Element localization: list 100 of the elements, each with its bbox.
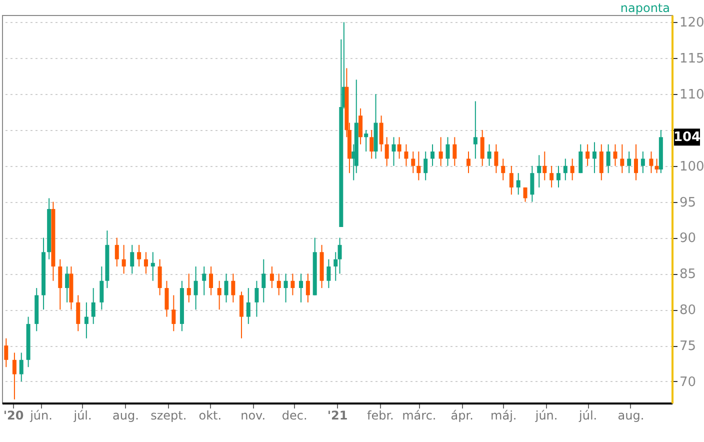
candlestick bbox=[516, 172, 520, 196]
x-tick-label: febr. bbox=[366, 408, 394, 422]
candlestick bbox=[130, 244, 134, 274]
y-tick-label: 100 bbox=[680, 159, 704, 174]
candlestick bbox=[438, 136, 443, 166]
candlestick bbox=[100, 266, 104, 310]
candlestick bbox=[563, 158, 568, 181]
candlestick bbox=[501, 158, 506, 181]
x-tick-label: márc. bbox=[402, 408, 436, 422]
candlestick bbox=[246, 288, 250, 324]
candlestick bbox=[84, 302, 88, 339]
candlestick bbox=[202, 266, 206, 296]
candlestick bbox=[550, 165, 554, 188]
candlestick bbox=[509, 165, 514, 196]
candlestick bbox=[217, 280, 222, 310]
candlestick bbox=[122, 244, 126, 274]
candlestick bbox=[578, 144, 583, 174]
candlestick bbox=[446, 136, 450, 166]
candlestick bbox=[172, 294, 176, 332]
candlestick bbox=[397, 136, 402, 160]
x-tick-label: máj. bbox=[490, 408, 517, 422]
candlestick bbox=[480, 129, 484, 166]
candlestick bbox=[599, 144, 604, 181]
candlestick bbox=[523, 186, 528, 202]
candlestick bbox=[654, 158, 659, 174]
x-tick-label: júl. bbox=[578, 408, 598, 422]
candlestick bbox=[640, 151, 645, 174]
candlestick bbox=[634, 144, 638, 181]
candlestick bbox=[76, 294, 80, 332]
candlestick bbox=[358, 108, 363, 145]
x-tick-label: júl. bbox=[72, 408, 92, 422]
candlestick bbox=[416, 151, 421, 181]
candlestick bbox=[620, 144, 624, 174]
y-tick-label: 115 bbox=[680, 52, 704, 67]
candlestick bbox=[487, 144, 492, 166]
candlestick bbox=[254, 280, 259, 318]
x-tick-label: aug. bbox=[112, 408, 139, 422]
candlestick bbox=[209, 266, 214, 296]
candlestick bbox=[586, 144, 590, 166]
candlestick bbox=[58, 258, 62, 310]
y-tick-label: 110 bbox=[680, 88, 704, 103]
candlestick bbox=[473, 100, 478, 160]
candlestick bbox=[606, 144, 610, 174]
x-tick-label: jún. bbox=[534, 408, 558, 422]
candlestick bbox=[537, 154, 542, 188]
candlestick bbox=[570, 158, 574, 181]
y-tick-label: 120 bbox=[680, 16, 704, 31]
candlestick bbox=[306, 273, 310, 303]
x-tick-label: aug. bbox=[618, 408, 644, 422]
y-tick-label: 95 bbox=[680, 195, 696, 210]
y-tick-label: 75 bbox=[680, 339, 696, 354]
candlestick bbox=[4, 338, 8, 368]
candlestick bbox=[144, 252, 148, 274]
candlestick bbox=[262, 258, 266, 303]
candlestick bbox=[270, 266, 274, 289]
x-tick-label: okt. bbox=[198, 408, 222, 422]
candlestick bbox=[384, 136, 389, 166]
candlestick bbox=[411, 151, 416, 174]
candlestick bbox=[364, 129, 368, 152]
candlestick bbox=[231, 273, 236, 303]
x-tick-label: jún. bbox=[29, 408, 52, 422]
candlestick bbox=[649, 151, 654, 174]
x-tick-label: szept. bbox=[150, 408, 187, 422]
candlestick bbox=[392, 136, 396, 166]
y-tick-label: 90 bbox=[680, 231, 696, 246]
candlestick bbox=[556, 165, 560, 188]
candlestick bbox=[404, 144, 408, 166]
candlestick bbox=[284, 273, 288, 303]
candlestick bbox=[158, 258, 162, 296]
candlestick bbox=[627, 151, 632, 174]
x-tick-label: '21 bbox=[327, 408, 348, 422]
candlestick bbox=[494, 144, 498, 174]
candlestick bbox=[194, 266, 198, 310]
candlestick bbox=[613, 144, 618, 166]
candlestick bbox=[137, 244, 142, 267]
candlestick bbox=[379, 115, 384, 152]
candlestick bbox=[530, 165, 534, 202]
candlestick bbox=[239, 291, 244, 339]
candlestick bbox=[430, 144, 435, 166]
candlestick bbox=[338, 237, 342, 274]
y-tick-label: 85 bbox=[680, 267, 696, 282]
candlestick bbox=[334, 252, 338, 282]
candlestick bbox=[186, 273, 191, 303]
y-tick-label: 70 bbox=[680, 374, 696, 390]
candlestick bbox=[592, 142, 596, 174]
candlestick bbox=[91, 288, 96, 324]
text: naponta bbox=[620, 1, 670, 15]
candlestick bbox=[164, 280, 169, 318]
candlestick bbox=[224, 273, 228, 303]
candlestick bbox=[452, 136, 457, 166]
candlestick bbox=[114, 237, 119, 267]
candlestick bbox=[424, 151, 428, 181]
candlestick bbox=[12, 352, 16, 400]
x-tick-label: dec. bbox=[282, 408, 308, 422]
candlestick bbox=[19, 352, 24, 382]
x-tick-label: '20 bbox=[3, 408, 24, 422]
y-tick-label: 80 bbox=[680, 303, 696, 318]
candlestick bbox=[326, 258, 331, 289]
candlestick bbox=[466, 151, 471, 174]
candlestick bbox=[290, 273, 295, 296]
